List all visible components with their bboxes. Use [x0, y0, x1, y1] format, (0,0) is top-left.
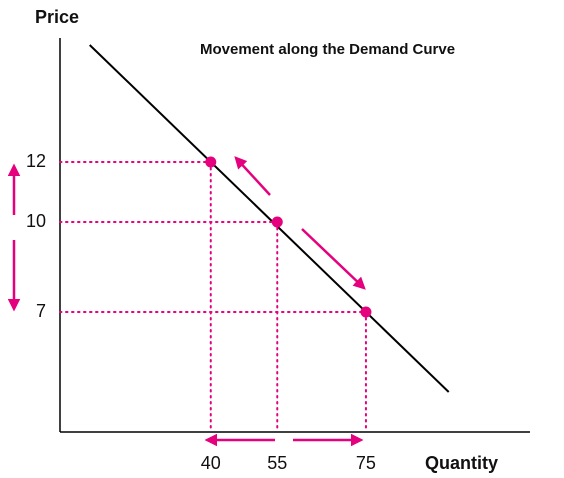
x-axis-label: Quantity: [425, 453, 498, 473]
point: [205, 156, 217, 168]
y-axis-label: Price: [35, 7, 79, 27]
point: [360, 306, 372, 318]
x-tick-label: 55: [267, 453, 287, 473]
chart-title: Movement along the Demand Curve: [200, 41, 455, 58]
y-tick-label: 12: [26, 151, 46, 171]
arrow: [234, 156, 271, 196]
demand-curve: [89, 44, 450, 393]
y-tick-label: 10: [26, 211, 46, 231]
arrow: [301, 228, 366, 290]
x-tick-label: 40: [201, 453, 221, 473]
y-tick-label: 7: [36, 301, 46, 321]
point: [271, 216, 283, 228]
x-tick-label: 75: [356, 453, 376, 473]
arrows: [7, 156, 366, 447]
